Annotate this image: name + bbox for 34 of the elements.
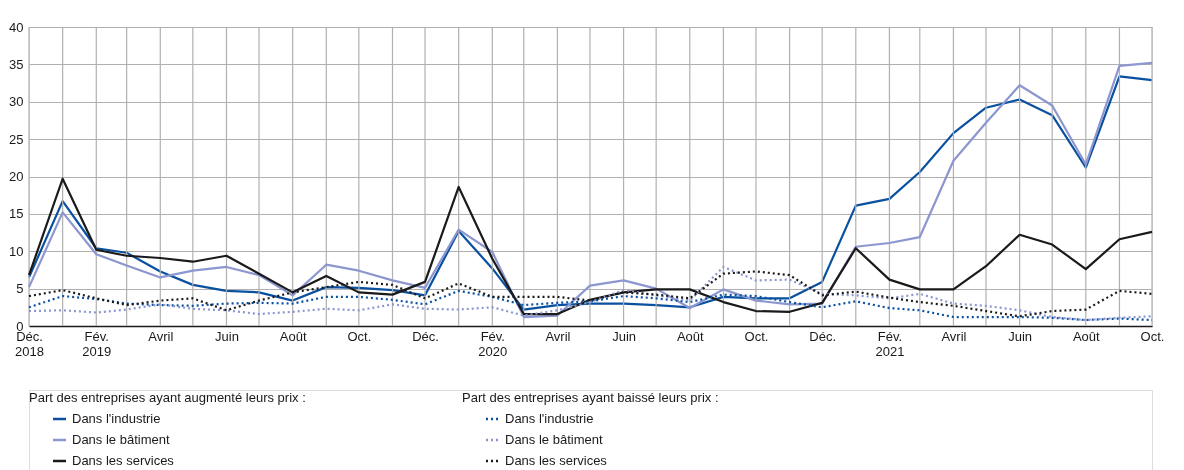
y-tick-label: 25 bbox=[9, 131, 24, 147]
x-tick-label: Août bbox=[676, 328, 705, 344]
x-tick-label: Fév. 2021 bbox=[875, 328, 905, 359]
x-tick-label: Juin bbox=[215, 328, 239, 344]
text: Part des entreprises ayant baissé leurs prix : bbox=[462, 390, 719, 405]
x-tick-label: Déc. bbox=[412, 328, 439, 344]
x-tick-label: Oct. bbox=[744, 328, 769, 344]
x-tick-label: Oct. bbox=[347, 328, 372, 344]
x-tick-label: Avril bbox=[148, 328, 174, 344]
y-tick-label: 15 bbox=[9, 206, 24, 222]
y-tick-label: 30 bbox=[9, 94, 24, 110]
y-tick-label: 35 bbox=[9, 56, 24, 72]
legend-label: Dans le bâtiment bbox=[505, 432, 603, 447]
x-tick-label: Août bbox=[279, 328, 307, 344]
legend-label: Dans le bâtiment bbox=[72, 432, 170, 447]
text: Part des entreprises ayant augmenté leurs prix : bbox=[29, 390, 306, 405]
x-tick-label: Avril bbox=[545, 328, 571, 344]
x-tick-label: Août bbox=[1072, 328, 1101, 344]
x-tick-label: Déc. bbox=[809, 328, 837, 344]
y-tick-label: 20 bbox=[9, 169, 24, 184]
y-tick-label: 40 bbox=[9, 19, 24, 35]
legend-label: Dans les services bbox=[505, 453, 608, 468]
x-tick-label: Juin bbox=[612, 328, 637, 344]
x-tick-label: Fév. 2020 bbox=[478, 328, 508, 359]
x-tick-label: Juin bbox=[1008, 328, 1033, 344]
legend-label: Dans les services bbox=[72, 453, 175, 468]
line-series bbox=[27, 177, 1154, 316]
x-tick-label: Fév. 2019 bbox=[82, 328, 112, 359]
legend-label: Dans l'industrie bbox=[505, 411, 594, 426]
y-tick-label: 10 bbox=[9, 243, 24, 259]
legend-label: Dans l'industrie bbox=[72, 411, 161, 426]
x-tick-label: Oct. bbox=[1140, 328, 1165, 344]
x-tick-label: Avril bbox=[941, 328, 967, 344]
y-tick-label: 5 bbox=[16, 281, 24, 297]
